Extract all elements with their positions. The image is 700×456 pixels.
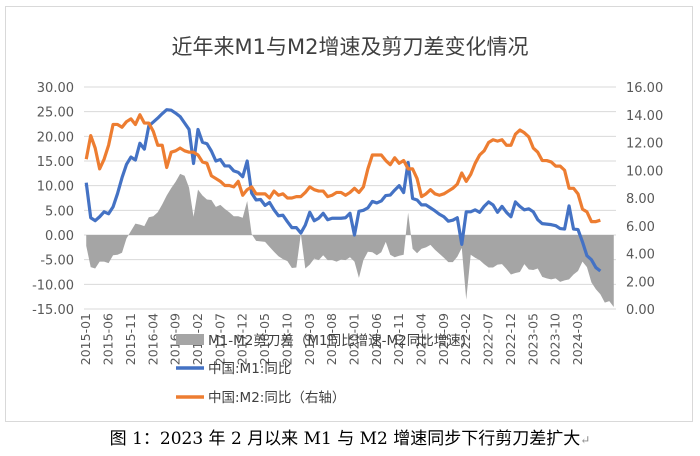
left-axis-tick-label: 20.00 — [37, 130, 74, 145]
line-series-layer — [84, 108, 602, 273]
right-axis-tick-label: 16.00 — [626, 81, 663, 96]
m1-line — [84, 108, 602, 273]
legend-label-m1: 中国:M1:同比 — [208, 361, 291, 377]
gridlines — [84, 86, 616, 310]
left-axis-ticks: 30.00 25.00 20.00 15.00 10.00 5.00 0.00 -5.00 -1… — [32, 81, 74, 318]
right-axis-tick-label: 0.00 — [626, 303, 655, 318]
right-axis-ticks: 16.00 14.00 12.00 10.00 8.00 6.00 4.00 2.00 0.00 — [626, 81, 663, 318]
left-axis-tick-label: 5.00 — [45, 204, 74, 219]
x-axis-tick-label: 2023-05 — [525, 313, 540, 365]
right-axis-tick-label: 8.00 — [626, 192, 655, 207]
x-axis-tick-label: 2022-12 — [503, 313, 518, 365]
legend-entry-m2: 中国:M2:同比（右轴） — [176, 390, 345, 406]
x-axis-tick-label: 2022-02 — [458, 313, 473, 365]
x-axis-tick-label: 2024-03 — [570, 313, 585, 365]
x-axis-tick-label: 2020-06 — [369, 313, 384, 365]
right-axis-tick-label: 6.00 — [626, 220, 655, 235]
x-axis-tick-label: 2020-01 — [346, 313, 361, 365]
x-axis-tick-label: 2015-06 — [101, 313, 116, 365]
chart-title: 近年来M1与M2增速及剪刀差变化情况 — [172, 35, 529, 59]
right-axis-tick-label: 12.00 — [626, 137, 663, 152]
right-axis-tick-label: 2.00 — [626, 275, 655, 290]
x-axis-tick-label: 2021-04 — [414, 313, 429, 365]
spread-area-series — [86, 173, 614, 308]
legend-entry-spread: M1-M2剪刀差（M1同比增速-M2同比增速) — [176, 333, 466, 349]
right-axis-tick-label: 4.00 — [626, 248, 655, 263]
x-axis-tick-label: 2018-10 — [279, 313, 294, 365]
left-axis-tick-label: 25.00 — [37, 106, 74, 121]
x-axis-tick-label: 2017-07 — [212, 313, 227, 365]
legend-entry-m1: 中国:M1:同比 — [176, 361, 291, 377]
x-axis-ticks: 2015-01 2015-06 2015-11 2016-04 2016-09 2017-… — [78, 313, 585, 365]
legend-label-m2: 中国:M2:同比（右轴） — [208, 390, 345, 406]
m2-line — [84, 113, 601, 224]
x-axis-tick-label: 2023-10 — [548, 313, 563, 365]
left-axis-tick-label: -5.00 — [40, 254, 74, 269]
legend-swatch-spread — [176, 334, 204, 345]
x-axis-tick-label: 2015-01 — [78, 313, 93, 365]
x-axis-tick-label: 2015-11 — [123, 313, 138, 365]
x-axis-tick-label: 2018-05 — [257, 313, 272, 365]
x-axis-tick-label: 2016-04 — [145, 313, 160, 365]
x-axis-tick-label: 2016-09 — [168, 313, 183, 365]
caption-return-mark: ↵ — [580, 433, 591, 447]
left-axis-tick-label: 15.00 — [37, 155, 74, 170]
right-axis-tick-label: 10.00 — [626, 164, 663, 179]
left-axis-tick-label: -15.00 — [32, 303, 74, 318]
left-axis-tick-label: 0.00 — [45, 229, 74, 244]
chart-container: 近年来M1与M2增速及剪刀差变化情况 30.00 25.00 20.00 15.00 1… — [5, 6, 693, 422]
caption-text: 图 1：2023 年 2 月以来 M1 与 M2 增速同步下行剪刀差扩大 — [109, 429, 581, 449]
figure-caption: 图 1：2023 年 2 月以来 M1 与 M2 增速同步下行剪刀差扩大↵ — [0, 424, 700, 454]
left-axis-tick-label: 10.00 — [37, 180, 74, 195]
x-axis-tick-label: 2019-03 — [302, 313, 317, 365]
left-axis-tick-label: -10.00 — [32, 278, 74, 293]
x-axis-tick-label: 2019-08 — [324, 313, 339, 365]
x-axis-tick-label: 2021-09 — [436, 313, 451, 365]
legend: M1-M2剪刀差（M1同比增速-M2同比增速) 中国:M1:同比 中国:M2:同… — [176, 333, 466, 406]
right-axis-tick-label: 14.00 — [626, 109, 663, 124]
spread-area — [86, 173, 614, 308]
x-axis-tick-label: 2020-11 — [391, 313, 406, 365]
left-axis-tick-label: 30.00 — [37, 81, 74, 96]
x-axis-tick-label: 2022-07 — [481, 313, 496, 365]
chart-svg: 近年来M1与M2增速及剪刀差变化情况 30.00 25.00 20.00 15.00 1… — [32, 35, 663, 406]
legend-label-spread: M1-M2剪刀差（M1同比增速-M2同比增速) — [208, 333, 466, 349]
x-axis-tick-label: 2017-12 — [235, 313, 250, 365]
